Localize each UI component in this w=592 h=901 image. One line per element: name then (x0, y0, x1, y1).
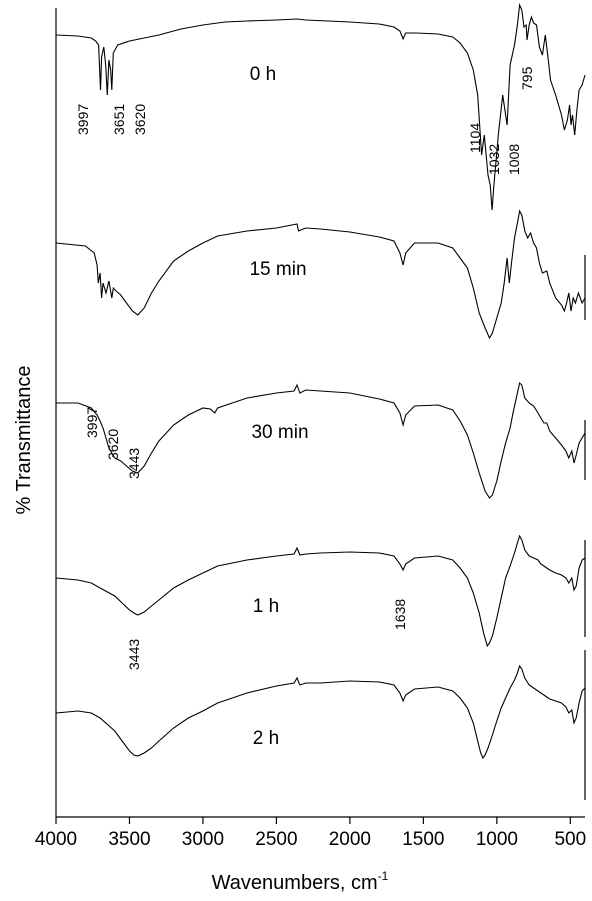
trace-label: 15 min (249, 259, 306, 280)
peak-annotation: 3620 (132, 104, 148, 135)
peak-annotation: 3651 (111, 104, 127, 135)
x-tick-label: 1500 (402, 829, 444, 850)
x-tick-label: 3000 (182, 829, 224, 850)
peak-annotation: 1638 (392, 599, 408, 630)
x-tick-label: 3500 (108, 829, 150, 850)
spectrum-line-2-h (55, 664, 586, 760)
peak-annotation: 3997 (75, 104, 91, 135)
peak-annotation: 3997 (84, 407, 100, 438)
trace-label: 1 h (253, 596, 279, 617)
peak-annotation: 1104 (467, 123, 483, 153)
spectrum-line-1-h (55, 534, 586, 648)
x-tick-label: 1000 (476, 829, 518, 850)
trace-labels-group: 0 h 15 min 30 min 1 h 2 h (249, 64, 308, 749)
spectrum-line-15-min (55, 209, 586, 340)
peak-annotation: 795 (519, 66, 535, 90)
x-tick-label: 500 (554, 829, 586, 850)
y-axis-title: % Transmittance (13, 366, 35, 515)
trace-label: 2 h (253, 728, 279, 749)
x-tick-label: 4000 (35, 829, 77, 850)
x-axis-title: Wavenumbers, cm-1 (212, 869, 389, 894)
peak-annotation: 3620 (105, 429, 121, 460)
x-axis-ticks: 4000 3500 3000 2500 2000 1500 1000 500 (35, 817, 586, 850)
spectra-group (55, 2, 586, 760)
spectrum-line-30-min (56, 381, 586, 499)
x-tick-label: 2500 (255, 829, 297, 850)
trace-label: 30 min (251, 422, 308, 443)
spectrum-line-0-h (55, 2, 586, 211)
peak-annotation: 3443 (126, 639, 142, 670)
peak-annotation: 1008 (506, 144, 522, 175)
peak-annotation: 3443 (126, 448, 142, 479)
x-tick-label: 2000 (329, 829, 371, 850)
trace-label: 0 h (250, 64, 276, 85)
peak-annotation: 1032 (486, 144, 502, 175)
x-axis-title-text: Wavenumbers, cm (212, 872, 378, 894)
x-axis-title-superscript: -1 (378, 869, 389, 883)
